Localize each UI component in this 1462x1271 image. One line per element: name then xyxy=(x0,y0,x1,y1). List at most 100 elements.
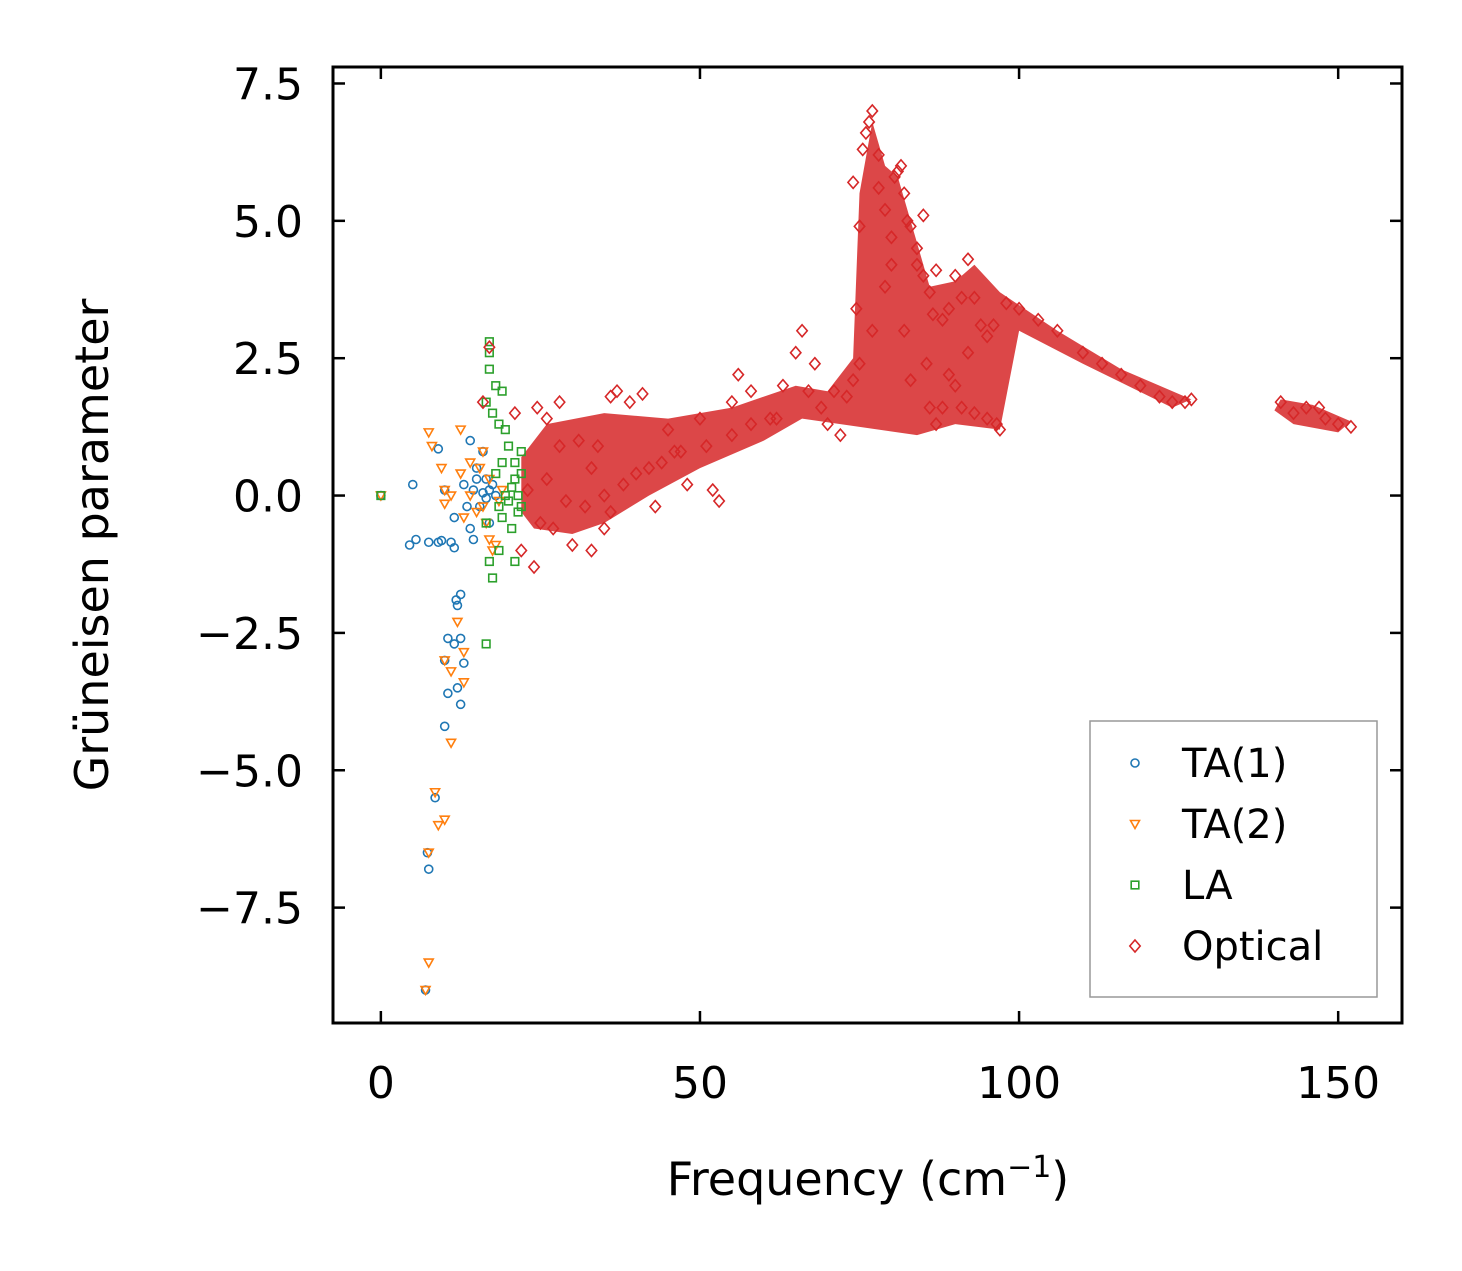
data-point-optical xyxy=(968,290,981,305)
data-point-ta-2 xyxy=(445,738,457,749)
data-point-optical xyxy=(553,394,566,410)
data-point-optical xyxy=(897,186,911,201)
data-point-la xyxy=(510,556,520,567)
data-point-optical xyxy=(1344,419,1358,435)
plot-frame xyxy=(331,65,1404,1025)
data-point-ta-2 xyxy=(464,491,477,502)
y-tick-label: 2.5 xyxy=(233,334,303,385)
data-point-optical xyxy=(948,378,962,393)
data-point-la xyxy=(507,482,517,492)
data-point-optical xyxy=(1185,392,1198,407)
data-point-optical xyxy=(1031,312,1045,327)
data-point-ta-1 xyxy=(449,512,460,523)
data-point-optical xyxy=(1153,389,1166,404)
data-point-ta-2 xyxy=(422,428,435,439)
data-point-optical xyxy=(674,444,688,459)
data-point-optical xyxy=(821,416,834,432)
data-point-optical xyxy=(572,433,585,448)
legend-label-ta-2: TA(2) xyxy=(1181,802,1287,848)
data-point-optical xyxy=(604,504,617,520)
legend-label-optical: Optical xyxy=(1182,924,1323,970)
data-point-ta-2 xyxy=(483,535,496,546)
data-point-la xyxy=(376,490,386,501)
legend: TA(1) TA(2) LA Optical xyxy=(1089,720,1378,998)
data-point-optical xyxy=(917,208,930,223)
data-point-optical xyxy=(642,460,656,476)
data-point-la xyxy=(487,408,498,418)
data-point-optical xyxy=(744,416,758,432)
data-point-optical xyxy=(636,386,649,402)
data-point-ta-2 xyxy=(438,815,451,826)
data-point-ta-1 xyxy=(436,535,447,546)
data-point-optical xyxy=(808,356,822,371)
data-point-ta-2 xyxy=(477,502,489,513)
data-point-ta-2 xyxy=(438,656,451,667)
data-point-ta-1 xyxy=(433,444,444,454)
data-point-optical xyxy=(850,301,863,316)
data-point-la xyxy=(500,490,510,501)
data-point-optical xyxy=(936,400,949,415)
data-point-ta-1 xyxy=(452,683,463,693)
data-point-ta-2 xyxy=(477,447,489,458)
data-point-optical xyxy=(846,372,860,388)
data-point-optical xyxy=(878,279,892,294)
data-point-optical xyxy=(917,268,930,284)
data-point-ta-2 xyxy=(426,441,438,453)
data-point-optical xyxy=(530,400,544,415)
data-point-optical xyxy=(980,411,994,426)
data-point-ta-1 xyxy=(443,633,453,644)
data-point-optical xyxy=(553,438,566,454)
data-point-ta-2 xyxy=(454,469,467,480)
data-point-optical xyxy=(649,499,662,514)
data-point-ta-2 xyxy=(438,485,451,497)
data-point-optical xyxy=(476,394,490,410)
data-point-ta-1 xyxy=(471,474,482,484)
data-point-optical xyxy=(776,378,790,393)
y-axis-ticks: 7.5 5.0 2.5 0.0 −2.5 −5.0 −7.5 xyxy=(196,59,1402,935)
data-point-optical xyxy=(623,394,637,410)
data-point-optical xyxy=(866,103,879,119)
data-point-la xyxy=(513,490,523,501)
data-point-la xyxy=(503,441,514,451)
data-point-ta-1 xyxy=(449,542,460,553)
data-point-optical xyxy=(521,482,534,498)
data-point-ta-2 xyxy=(432,820,445,832)
data-point-la xyxy=(516,446,526,457)
data-point-optical xyxy=(1319,411,1332,426)
data-point-optical xyxy=(1095,356,1109,371)
data-point-optical xyxy=(920,356,933,371)
data-point-ta-2 xyxy=(489,540,502,552)
data-point-ta-1 xyxy=(430,792,440,803)
data-point-optical xyxy=(1312,400,1326,415)
data-point-optical xyxy=(534,515,547,531)
data-point-optical xyxy=(885,257,898,273)
legend-marker-ta-1 xyxy=(1130,758,1140,768)
data-point-ta-1 xyxy=(404,540,415,550)
data-point-optical xyxy=(585,543,598,558)
data-point-la xyxy=(516,501,526,512)
data-point-ta-1 xyxy=(465,435,476,446)
data-point-optical xyxy=(795,323,809,338)
data-point-optical xyxy=(585,460,598,476)
optical-dense-band xyxy=(521,121,1192,535)
x-tick-label: 50 xyxy=(672,1058,728,1109)
data-point-optical xyxy=(929,416,943,432)
data-point-la xyxy=(500,425,510,435)
data-point-ta-2 xyxy=(457,647,470,659)
data-point-optical xyxy=(483,339,496,355)
data-point-la xyxy=(494,501,504,512)
x-axis-ticks: 0 50 100 150 xyxy=(367,67,1380,1109)
data-point-optical xyxy=(610,383,624,399)
data-point-ta-1 xyxy=(407,479,418,490)
data-point-optical xyxy=(661,422,675,437)
data-point-optical xyxy=(527,559,541,575)
data-point-optical xyxy=(680,477,694,492)
data-point-ta-2 xyxy=(435,463,448,475)
data-point-optical xyxy=(1287,405,1300,421)
data-point-ta-2 xyxy=(445,491,457,502)
data-point-optical xyxy=(834,427,847,443)
series-la xyxy=(376,337,526,649)
data-point-optical xyxy=(1331,416,1345,432)
data-point-ta-2 xyxy=(419,985,432,997)
data-point-optical xyxy=(732,367,745,382)
